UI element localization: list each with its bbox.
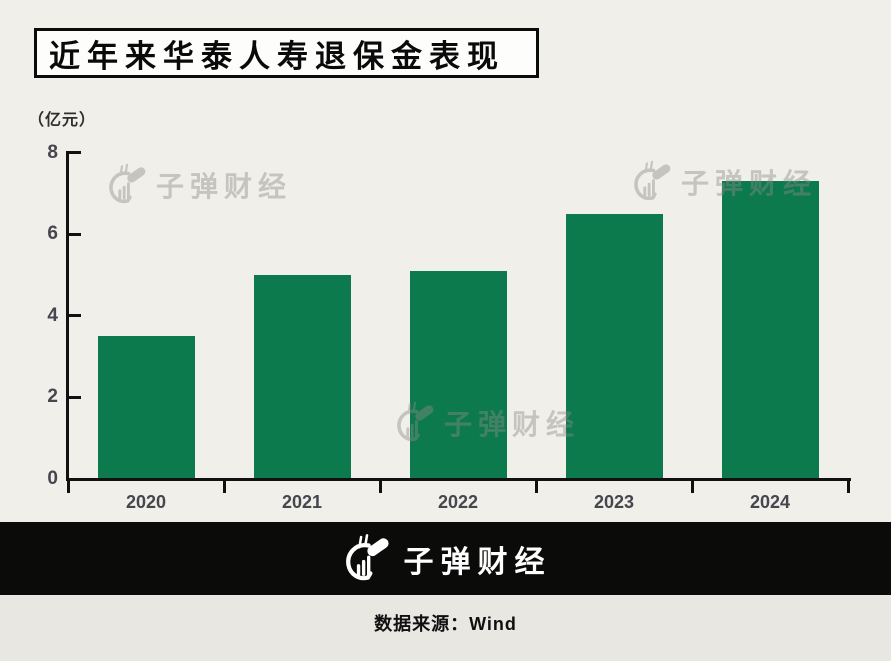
y-tick-label-8: 8 [47,141,58,163]
bullet-finance-logo-icon [634,160,674,201]
y-tick-0 [69,477,81,481]
y-tick-label-6: 6 [47,223,58,245]
x-label-2024: 2024 [749,492,791,512]
y-tick-label-4: 4 [47,304,58,326]
bullet-finance-logo-icon [340,532,394,586]
bar-2022 [409,270,507,479]
x-tick-3 [534,481,538,493]
source-strip: 数据来源：Wind [0,595,891,661]
x-label-2020: 2020 [125,492,167,512]
x-tick-4 [690,481,694,493]
bullet-finance-logo-icon [109,163,149,204]
page-title: 近年来华泰人寿退保金表现 [49,38,505,74]
y-axis-unit-label: （亿元） [28,112,97,129]
x-tick-5 [846,481,850,493]
bar-2024 [721,181,819,479]
watermark-top-left: 子弹财经 [104,162,292,208]
y-tick-label-2: 2 [47,386,58,408]
watermark-text: 子弹财经 [156,171,293,202]
x-tick-0 [66,481,70,493]
bar-2020 [97,336,195,479]
y-tick-8 [69,151,81,155]
x-label-2022: 2022 [437,492,479,512]
bar-2023 [565,213,663,479]
x-axis-line [66,478,851,481]
y-tick-2 [69,395,81,399]
y-tick-4 [69,314,81,318]
x-tick-2 [378,481,382,493]
x-label-2023: 2023 [593,492,635,512]
title-box: 近年来华泰人寿退保金表现 [34,28,539,78]
footer-brand-band: 子弹财经 [0,522,891,595]
x-tick-1 [222,481,226,493]
bar-2021 [253,275,351,479]
y-tick-label-0: 0 [47,468,58,489]
x-label-2021: 2021 [281,492,323,512]
data-source-text: 数据来源：Wind [374,614,517,634]
footer-logo-text: 子弹财经 [403,545,552,579]
y-tick-6 [69,232,81,236]
y-axis-line [66,151,69,481]
